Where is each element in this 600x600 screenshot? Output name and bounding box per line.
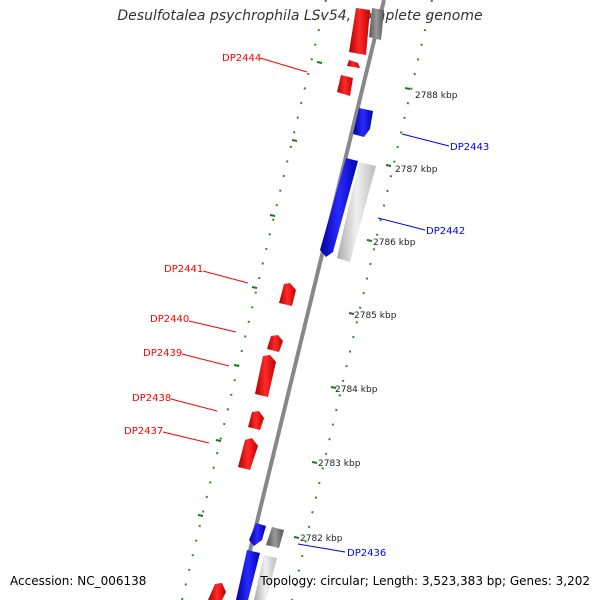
tick-label-2788: 2788 kbp — [415, 91, 458, 101]
outer-ring-dashes — [293, 87, 411, 539]
accession-text: Accession: NC_006138 — [10, 574, 147, 588]
label-dp2437[interactable]: DP2437 — [124, 426, 163, 437]
tick-label-2787: 2787 kbp — [395, 165, 438, 175]
tick-label-2782: 2782 kbp — [300, 534, 343, 544]
label-dp2439[interactable]: DP2439 — [143, 348, 182, 359]
label-dp2442[interactable]: DP2442 — [426, 226, 465, 237]
right-gene-labels: DP2443 DP2442 DP2436 — [297, 133, 489, 559]
reverse-strand-genes — [208, 8, 370, 600]
label-dp2436[interactable]: DP2436 — [347, 548, 386, 559]
gene-top-grey-arrow[interactable] — [369, 8, 384, 40]
map-title: Desulfotalea psychrophila LSv54, complet… — [117, 8, 483, 24]
gene-bottom-blue-arrow[interactable] — [236, 550, 260, 600]
gene-bottom-grey-arrow[interactable] — [254, 555, 277, 600]
gene-dp2442-arrow[interactable] — [320, 158, 358, 257]
gene-dp2437-arrow[interactable] — [238, 438, 258, 470]
gene-dp2436-arrow[interactable] — [249, 523, 266, 546]
tick-labels: 2788 kbp 2787 kbp 2786 kbp 2785 kbp 2784… — [300, 91, 458, 544]
gene-dp2438-arrow[interactable] — [248, 411, 264, 430]
label-dp2438[interactable]: DP2438 — [132, 393, 171, 404]
gene-dp2439-arrow[interactable] — [255, 355, 276, 397]
gene-dp2445-arrow[interactable] — [349, 8, 370, 55]
gene-bottom-red-arrow[interactable] — [208, 583, 226, 600]
forward-strand-genes — [236, 8, 384, 600]
tick-label-2784: 2784 kbp — [335, 385, 378, 395]
tick-label-2786: 2786 kbp — [373, 238, 416, 248]
gene-dp2443-arrow[interactable] — [353, 108, 373, 137]
gene-dp2444-arrow[interactable] — [347, 60, 360, 68]
gene-dp2441-arrow[interactable] — [279, 283, 296, 306]
gene-dp2440-arrow[interactable] — [267, 335, 283, 352]
inner-dotted-ring — [181, 0, 327, 600]
gene-dp2436-grey[interactable] — [266, 527, 284, 548]
inner-ring-dashes — [197, 61, 323, 517]
genome-summary-text: Topology: circular; Length: 3,523,383 bp… — [260, 574, 590, 588]
label-dp2443[interactable]: DP2443 — [450, 142, 489, 153]
label-dp2440[interactable]: DP2440 — [150, 314, 189, 325]
tick-label-2785: 2785 kbp — [354, 311, 397, 321]
gene-dp2444b-arrow[interactable] — [337, 75, 353, 96]
gene-dp2442-rna[interactable] — [337, 162, 376, 262]
genome-backbone — [236, 0, 386, 600]
label-dp2441[interactable]: DP2441 — [164, 264, 203, 275]
label-dp2444[interactable]: DP2444 — [222, 53, 261, 64]
left-gene-labels: DP2444 DP2441 DP2440 DP2439 DP2438 DP243… — [124, 53, 308, 444]
tick-label-2783: 2783 kbp — [318, 459, 361, 469]
